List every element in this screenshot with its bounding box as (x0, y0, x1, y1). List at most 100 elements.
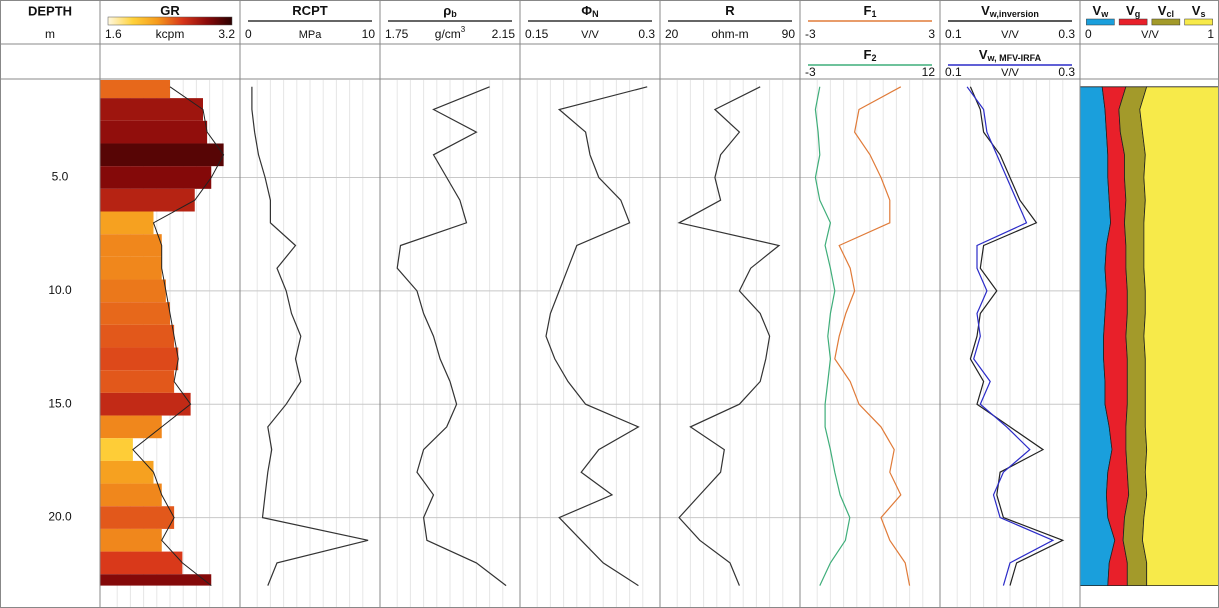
scale-max: 10 (362, 27, 376, 41)
track-title-part: 1 (871, 9, 876, 19)
legend-label: Vcl (1158, 3, 1174, 19)
scale-max: 0.3 (638, 27, 655, 41)
track-title: GR (160, 3, 180, 18)
log-curve (677, 86, 781, 586)
depth-title: DEPTH (28, 3, 72, 18)
scale-unit-part: 3 (461, 25, 466, 34)
log-curve (966, 86, 1055, 586)
legend-label-part: V (1158, 3, 1167, 18)
track-title: R (725, 3, 735, 18)
gr-band (100, 438, 133, 461)
y-tick-label: 15.0 (48, 396, 72, 410)
track-title-part: b (451, 9, 457, 19)
gr-band (100, 370, 175, 393)
log-curve (396, 86, 507, 587)
log-curve (251, 86, 369, 586)
log-curve (834, 86, 911, 586)
gr-band (100, 324, 175, 348)
y-tick-label: 5.0 (52, 170, 69, 184)
scale-min: 0.1 (945, 27, 962, 41)
scale-max: 3 (928, 27, 935, 41)
track-title-part: Φ (581, 3, 592, 18)
gr-band (100, 347, 179, 371)
track-title-part: GR (160, 3, 180, 18)
track-title-part: V (979, 47, 988, 62)
scale-min: 0.1 (945, 65, 962, 79)
legend-label-part: V (1126, 3, 1135, 18)
legend-label: Vw (1093, 3, 1110, 19)
gr-band (100, 506, 175, 529)
scale-unit-part: V/V (1001, 67, 1019, 79)
scale-unit: g/cm3 (435, 25, 466, 41)
log-curve (969, 86, 1065, 586)
legend-label-part: s (1200, 9, 1205, 19)
scale-max: 12 (922, 65, 936, 79)
gr-band (100, 551, 183, 575)
legend-label-part: V (1093, 3, 1102, 18)
track-title-part: R (725, 3, 735, 18)
gr-band (100, 120, 208, 144)
gr-band (100, 80, 170, 99)
log-curve (545, 86, 648, 587)
scale-unit: V/V (1001, 29, 1019, 41)
track-title: ρb (443, 3, 457, 19)
scale-max: 2.15 (492, 27, 516, 41)
scale-max: 0.3 (1058, 27, 1075, 41)
colormap-bar (107, 16, 233, 26)
scale-max: 90 (782, 27, 796, 41)
scale-min: 0 (245, 27, 252, 41)
scale-unit-part: g/cm (435, 27, 461, 41)
track-title-part: w, MFV-IRFA (987, 53, 1042, 63)
scale-unit: kcpm (156, 27, 185, 41)
scale-unit: MPa (299, 29, 323, 41)
scale-unit-part: V/V (1001, 29, 1019, 41)
track-title: Vw,inversion (981, 3, 1039, 19)
scale-unit-part: kcpm (156, 27, 185, 41)
gr-band (100, 256, 162, 280)
scale-min: 20 (665, 27, 679, 41)
track-title-part: RCPT (292, 3, 327, 18)
scale-min: -3 (805, 65, 816, 79)
scale-min: 0.15 (525, 27, 549, 41)
depth-unit: m (45, 27, 55, 41)
track-title: F1 (864, 3, 877, 19)
y-tick-label: 20.0 (48, 510, 72, 524)
track-title-part: V (981, 3, 990, 18)
gr-band (100, 279, 166, 303)
track-title: F2 (864, 47, 877, 63)
legend-swatch (1118, 18, 1148, 26)
legend-swatch (1086, 18, 1115, 26)
scale-unit-part: MPa (299, 29, 323, 41)
y-tick-label: 10.0 (48, 283, 72, 297)
scale-unit: V/V (1001, 67, 1019, 79)
scale-min: 0 (1085, 27, 1092, 41)
gr-band (100, 302, 170, 325)
legend-label: Vs (1192, 3, 1206, 19)
scale-unit: V/V (581, 29, 599, 41)
legend-label-part: g (1135, 9, 1141, 19)
gr-band (100, 415, 162, 439)
scale-unit-part: V/V (581, 29, 599, 41)
gr-band (100, 234, 162, 257)
gr-band (100, 211, 154, 235)
volume-area (1139, 86, 1219, 586)
scale-max: 3.2 (218, 27, 235, 41)
scale-min: -3 (805, 27, 816, 41)
scale-unit: V/V (1141, 29, 1159, 41)
gr-band (100, 188, 195, 212)
gr-band (100, 574, 212, 586)
legend-label-part: cl (1166, 9, 1174, 19)
gr-band (100, 98, 203, 121)
legend-swatch (1151, 18, 1181, 26)
gr-band (100, 166, 212, 189)
gr-band (100, 460, 154, 484)
track-title: RCPT (292, 3, 327, 18)
legend-label-part: V (1192, 3, 1201, 18)
track-title: ΦN (581, 3, 598, 19)
gr-band (100, 528, 162, 552)
scale-min: 1.75 (385, 27, 409, 41)
scale-unit-part: ohm-m (711, 27, 748, 41)
scale-min: 1.6 (105, 27, 122, 41)
gr-band (100, 483, 162, 507)
